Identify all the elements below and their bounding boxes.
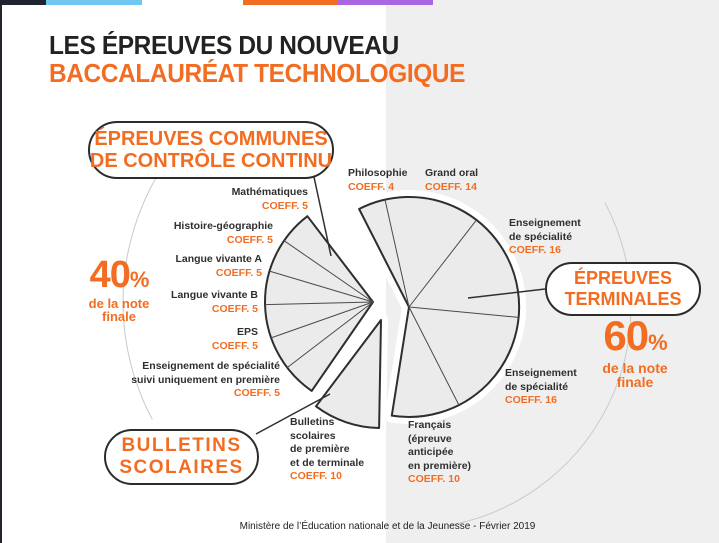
callout-eps: EPS COEFF. 5 bbox=[212, 326, 258, 353]
callout-line: Enseignement de spécialité bbox=[142, 360, 280, 372]
callout-francais: Français (épreuve anticipée en première) COE… bbox=[408, 419, 471, 487]
callout-coeff: COEFF. 16 bbox=[509, 244, 561, 256]
share-60-caption-2: finale bbox=[616, 374, 654, 390]
callout-coeff: COEFF. 5 bbox=[226, 233, 273, 246]
leader-line bbox=[467, 288, 546, 299]
title-line-2: BACCALAURÉAT TECHNOLOGIQUE bbox=[49, 58, 466, 88]
callout-coeff: COEFF. 16 bbox=[505, 394, 557, 406]
share-40-percent: 40% de la note finale bbox=[78, 254, 160, 324]
pill-bulletins-scolaires-line-2: SCOLAIRES bbox=[119, 457, 244, 478]
topbar-segment-blue bbox=[46, 0, 142, 5]
callout-spe-terminale-1: Enseignement de spécialité COEFF. 16 bbox=[509, 217, 581, 258]
callout-coeff: COEFF. 10 bbox=[290, 470, 342, 482]
page-title: LES ÉPREUVES DU NOUVEAU BACCALAURÉAT TEC… bbox=[49, 31, 465, 87]
callout-coeff: COEFF. 5 bbox=[211, 302, 258, 315]
pill-epreuves-communes-line-1: ÉPREUVES COMMUNES bbox=[94, 128, 328, 150]
callout-histoire-geo: Histoire-géographie COEFF. 5 bbox=[174, 220, 273, 247]
slice-divider-grand-oral-1 bbox=[408, 219, 477, 308]
pill-bulletins-scolaires: BULLETINS SCOLAIRES bbox=[104, 429, 259, 485]
callout-philosophie: Philosophie COEFF. 4 bbox=[348, 167, 408, 194]
title-line-1: LES ÉPREUVES DU NOUVEAU bbox=[49, 30, 399, 60]
callout-langue-vivante-b: Langue vivante B COEFF. 5 bbox=[171, 289, 258, 316]
leader-line bbox=[313, 176, 332, 257]
callout-line: et de terminale bbox=[290, 456, 365, 469]
callout-coeff: COEFF. 5 bbox=[211, 339, 258, 352]
callout-coeff: COEFF. 5 bbox=[233, 387, 280, 399]
callout-spe-terminale-2: Enseignement de spécialité COEFF. 16 bbox=[505, 367, 577, 408]
callout-grand-oral: Grand oral COEFF. 14 bbox=[425, 167, 478, 194]
callout-line: Philosophie bbox=[348, 167, 408, 179]
callout-coeff: COEFF. 5 bbox=[261, 199, 308, 212]
pie-slice-bulletins-scolaires-de-premiere-et-de-terminale bbox=[315, 319, 382, 429]
share-60-percent: 60% de la note finale bbox=[592, 312, 678, 390]
callout-line: de première bbox=[290, 443, 350, 455]
footer-credit: Ministère de l’Éducation nationale et de… bbox=[239, 521, 536, 532]
callout-spe-premiere: Enseignement de spécialité suivi uniqueme… bbox=[131, 360, 280, 401]
decorative-arc bbox=[447, 202, 632, 527]
callout-coeff: COEFF. 5 bbox=[215, 266, 262, 279]
callout-line: EPS bbox=[236, 326, 258, 338]
callout-line: anticipée bbox=[408, 446, 454, 458]
slice-divider-enseignement-de-specialite-2 bbox=[408, 306, 519, 318]
slice-divider-langue-vivante-b bbox=[270, 301, 374, 339]
callout-line: en première) bbox=[408, 459, 472, 472]
share-40-caption-1: de la note bbox=[88, 296, 150, 311]
callout-langue-vivante-a: Langue vivante A COEFF. 5 bbox=[175, 253, 262, 280]
share-60-caption-1: de la note bbox=[602, 360, 668, 376]
slice-divider-langue-vivante-a bbox=[264, 301, 374, 306]
slice-divider-enseignement-de-specialite-3 bbox=[408, 306, 460, 406]
callout-line: (épreuve bbox=[408, 432, 452, 445]
pill-epreuves-terminales-line-1: ÉPREUVES bbox=[573, 268, 673, 288]
pill-epreuves-terminales: ÉPREUVES TERMINALES bbox=[545, 262, 701, 316]
callout-coeff: COEFF. 4 bbox=[348, 180, 395, 193]
slice-divider-mathematiques bbox=[283, 240, 374, 303]
callout-line: Bulletins bbox=[290, 416, 335, 428]
callout-line: Langue vivante A bbox=[175, 253, 262, 265]
callout-line: suivi uniquement en première bbox=[131, 373, 280, 386]
callout-line: scolaires bbox=[290, 429, 336, 442]
pill-epreuves-communes: ÉPREUVES COMMUNES DE CONTRÔLE CONTINU bbox=[88, 121, 334, 179]
share-40-caption-2: finale bbox=[102, 309, 136, 324]
topbar-segment-black bbox=[0, 0, 46, 5]
topbar-segment-orange bbox=[243, 0, 338, 5]
pill-epreuves-communes-line-2: DE CONTRÔLE CONTINU bbox=[89, 150, 333, 172]
topbar-segment-purple bbox=[338, 0, 433, 5]
callout-line: Français bbox=[408, 419, 452, 431]
left-edge-border bbox=[0, 0, 2, 543]
pill-bulletins-scolaires-line-1: BULLETINS bbox=[121, 435, 242, 456]
callout-coeff: COEFF. 10 bbox=[408, 473, 460, 485]
callout-line: Mathématiques bbox=[231, 186, 308, 198]
leader-line bbox=[255, 393, 331, 435]
callout-line: Enseignement bbox=[505, 367, 577, 379]
callout-line: Grand oral bbox=[425, 167, 479, 179]
callout-line: Langue vivante B bbox=[171, 289, 258, 301]
slice-divider-philosophie-0 bbox=[384, 199, 410, 308]
pill-epreuves-terminales-line-2: TERMINALES bbox=[564, 289, 682, 309]
callout-mathematiques: Mathématiques COEFF. 5 bbox=[232, 186, 308, 213]
callout-line: de spécialité bbox=[505, 380, 569, 393]
callout-line: Histoire-géographie bbox=[173, 220, 273, 232]
slice-divider-histoire-geographie bbox=[269, 270, 374, 303]
share-60-value: 60% bbox=[603, 312, 667, 359]
share-40-value: 40% bbox=[89, 254, 150, 296]
callout-line: de spécialité bbox=[509, 230, 573, 243]
callout-coeff: COEFF. 14 bbox=[425, 180, 477, 193]
callout-bulletins: Bulletins scolaires de première et de termi… bbox=[290, 416, 364, 484]
slice-divider-eps bbox=[286, 301, 374, 368]
pie-piece-epreuves-terminales bbox=[358, 195, 521, 418]
callout-line: Enseignement bbox=[509, 217, 581, 229]
